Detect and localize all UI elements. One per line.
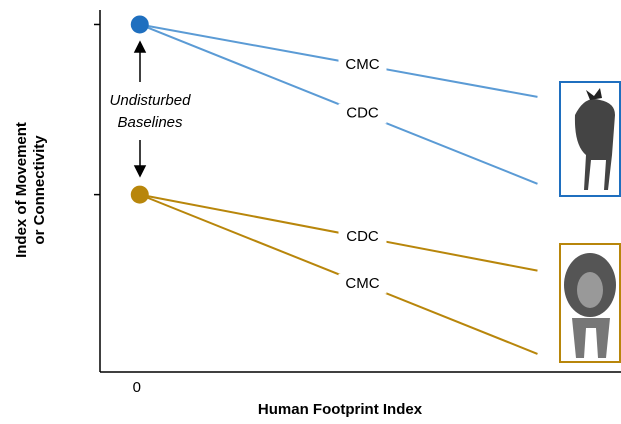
series-label: CMC [345, 275, 379, 292]
annotation: Baselines [117, 114, 183, 131]
series-label: CMC [345, 56, 379, 73]
chart: Human Footprint Index Index of Movement … [0, 0, 621, 424]
dog-picture [560, 82, 620, 196]
x-tick-label: 0 [133, 379, 141, 396]
baseline-marker [131, 186, 149, 204]
y-axis-title-line: or Connectivity [31, 135, 48, 245]
baseline-marker [131, 15, 149, 33]
annotation-arrows [135, 42, 145, 176]
y-axis-title: Index of Movement or Connectivity [13, 122, 48, 258]
y-axis-title-line: Index of Movement [13, 122, 30, 258]
lion-picture [560, 244, 620, 362]
annotation: Undisturbed [110, 92, 192, 109]
series-label: CDC [346, 105, 379, 122]
series-label: CDC [346, 228, 379, 245]
x-axis-title: Human Footprint Index [258, 401, 423, 418]
